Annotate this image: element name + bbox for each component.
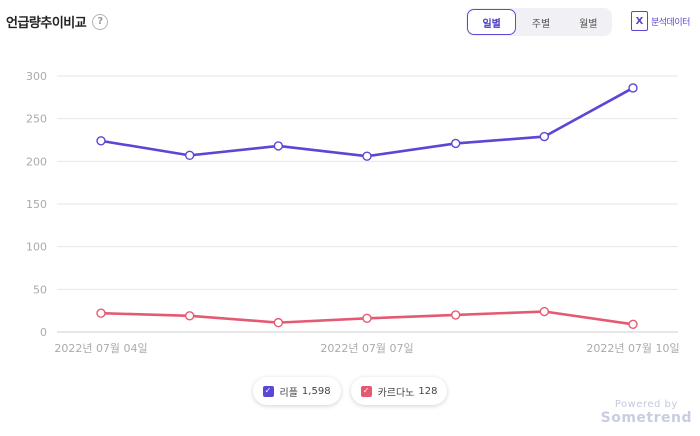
x-tick-label: 2022년 07월 07일 <box>320 341 413 355</box>
x-tick-label: 2022년 07월 04일 <box>54 341 147 355</box>
data-point[interactable] <box>628 83 638 93</box>
tab-weekly[interactable]: 주별 <box>531 18 551 30</box>
data-point[interactable] <box>362 151 372 161</box>
analysis-data-button[interactable]: X 분석데이터 <box>631 11 690 31</box>
data-point[interactable] <box>450 138 461 149</box>
series-line <box>99 86 635 158</box>
chart-legend: ✓ 리플 1,598 ✓ 카르다노 128 <box>0 377 700 405</box>
legend-label: 카르다노 <box>377 387 415 399</box>
help-icon[interactable]: ? <box>92 13 109 30</box>
y-tick-label: 300 <box>26 70 47 83</box>
y-tick-label: 250 <box>26 113 47 126</box>
checkbox-icon: ✓ <box>360 385 372 397</box>
excel-icon: X <box>631 11 648 31</box>
y-tick-label: 100 <box>26 241 47 254</box>
data-point[interactable] <box>273 317 284 328</box>
y-tick-label: 50 <box>33 283 47 296</box>
y-tick-label: 200 <box>26 155 47 168</box>
legend-count: 1,598 <box>301 385 331 397</box>
series-0 <box>96 83 638 161</box>
tab-daily[interactable]: 일별 <box>467 9 517 35</box>
data-point[interactable] <box>539 131 550 142</box>
data-point[interactable] <box>184 150 195 161</box>
y-tick-label: 0 <box>40 326 47 339</box>
chart-header: 언급량추이비교 ? <box>6 12 109 31</box>
data-point[interactable] <box>273 141 284 151</box>
x-axis-ticks: 2022년 07월 04일 2022년 07월 07일 2022년 07월 10일 <box>54 341 679 355</box>
page-title: 언급량추이비교 <box>6 16 87 31</box>
tab-monthly[interactable]: 월별 <box>579 18 598 30</box>
data-point[interactable] <box>450 310 461 320</box>
data-point[interactable] <box>539 306 550 317</box>
data-point[interactable] <box>362 313 372 324</box>
legend-label: 리플 <box>279 387 298 399</box>
legend-item-ripple[interactable]: ✓ 리플 1,598 <box>252 377 341 405</box>
period-toggle: 일별 주별 월별 <box>466 8 612 36</box>
powered-by-label: Powered by <box>614 399 678 410</box>
powered-by-badge: Powered by Sometrend <box>601 399 692 426</box>
legend-count: 128 <box>418 385 438 397</box>
chart-series <box>96 83 638 330</box>
series-1 <box>96 306 638 330</box>
data-point[interactable] <box>184 311 195 321</box>
chart-grid <box>57 75 678 333</box>
analysis-data-label: 분석데이터 <box>651 17 690 28</box>
x-tick-label: 2022년 07월 10일 <box>586 341 679 355</box>
y-tick-label: 150 <box>26 198 47 211</box>
checkbox-icon: ✓ <box>262 385 274 397</box>
y-axis-ticks: 0 50 100 150 200 250 300 <box>26 70 47 339</box>
data-point[interactable] <box>96 308 106 318</box>
brand-logo: Sometrend <box>600 410 692 426</box>
legend-item-cardano[interactable]: ✓ 카르다노 128 <box>350 377 448 405</box>
data-point[interactable] <box>628 319 638 330</box>
data-point[interactable] <box>96 136 106 146</box>
